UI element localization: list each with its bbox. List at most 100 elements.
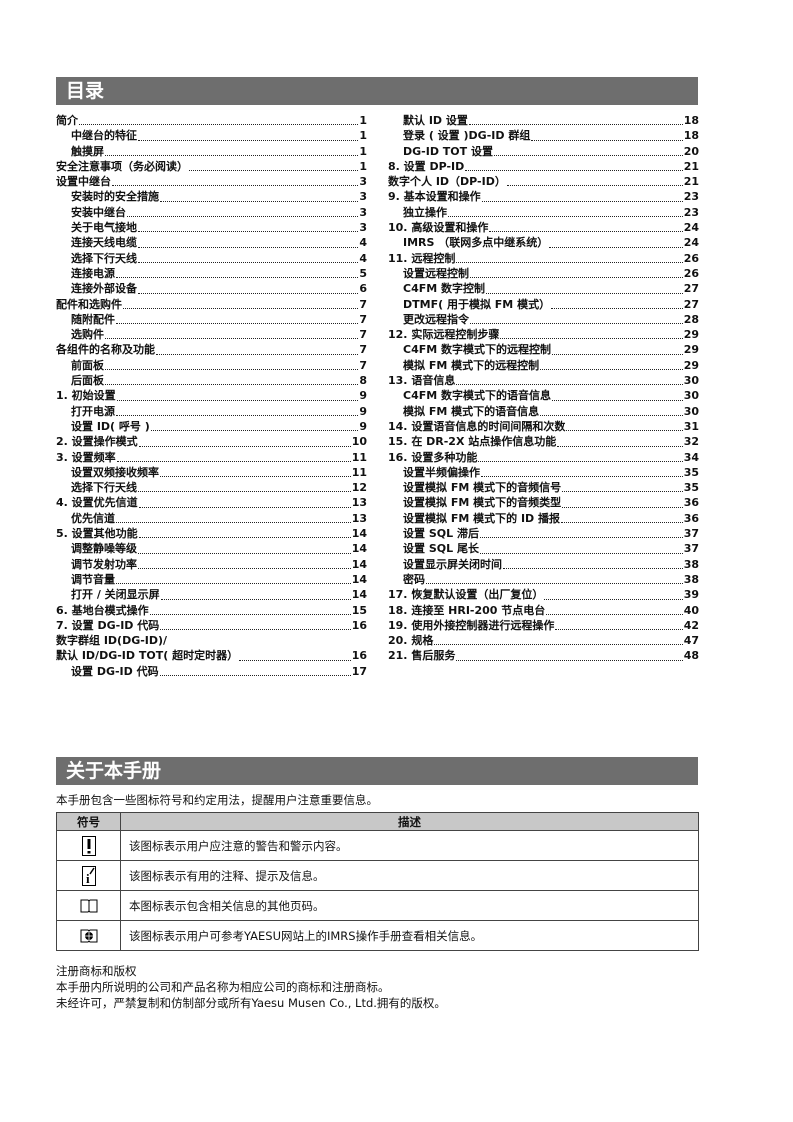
toc-entry[interactable]: 13. 语音信息 30 [388, 373, 699, 388]
toc-entry[interactable]: 调节音量 14 [56, 572, 367, 587]
toc-entry[interactable]: 数字个人 ID（DP-ID） 21 [388, 174, 699, 189]
toc-entry[interactable]: 设置双频接收频率 11 [56, 465, 367, 480]
toc-page-number: 11 [351, 465, 367, 479]
toc-entry[interactable]: 配件和选购件 7 [56, 297, 367, 312]
toc-entry[interactable]: 更改远程指令 28 [388, 312, 699, 327]
toc-entry[interactable]: 7. 设置 DG-ID 代码 16 [56, 618, 367, 633]
toc-page-number: 7 [359, 328, 367, 342]
toc-entry[interactable]: 设置半频偏操作 35 [388, 465, 699, 480]
toc-entry-title: 设置 DG-ID 代码 [71, 664, 159, 678]
toc-entry[interactable]: 设置远程控制 26 [388, 266, 699, 281]
toc-entry[interactable]: 19. 使用外接控制器进行远程操作 42 [388, 618, 699, 633]
toc-entry[interactable]: 调整静噪等级 14 [56, 541, 367, 556]
toc-entry[interactable]: 设置模拟 FM 模式下的 ID 播报 36 [388, 511, 699, 526]
toc-entry[interactable]: 独立操作 23 [388, 205, 699, 220]
toc-entry[interactable]: 连接外部设备 6 [56, 281, 367, 296]
toc-page-number: 3 [359, 175, 367, 189]
toc-entry[interactable]: 各组件的名称及功能 7 [56, 342, 367, 357]
toc-entry[interactable]: 设置模拟 FM 模式下的音频类型 36 [388, 495, 699, 510]
toc-entry[interactable]: 选购件 7 [56, 327, 367, 342]
toc-entry[interactable]: 设置 ID( 呼号 ) 9 [56, 419, 367, 434]
toc-leader-dots [116, 573, 351, 585]
toc-entry[interactable]: 3. 设置频率 11 [56, 450, 367, 465]
toc-entry[interactable]: 11. 远程控制 26 [388, 251, 699, 266]
toc-leader-dots [481, 466, 683, 478]
toc-entry[interactable]: 模拟 FM 模式下的远程控制 29 [388, 358, 699, 373]
toc-entry[interactable]: 设置模拟 FM 模式下的音频信号 35 [388, 480, 699, 495]
toc-entry[interactable]: 10. 高级设置和操作 24 [388, 220, 699, 235]
toc-leader-dots [456, 252, 683, 263]
row-description: 本图标表示包含相关信息的其他页码。 [120, 890, 699, 921]
toc-entry[interactable]: 打开电源 9 [56, 404, 367, 419]
toc-entry[interactable]: 中继台的特征 1 [56, 128, 367, 143]
toc-leader-dots [105, 328, 359, 340]
toc-page-number: 16 [351, 649, 367, 663]
toc-entry[interactable]: 设置显示屏关闭时间 38 [388, 557, 699, 572]
toc-entry[interactable]: 关于电气接地 3 [56, 220, 367, 235]
toc-entry[interactable]: 打开 / 关闭显示屏 14 [56, 587, 367, 602]
toc-entry[interactable]: 安装中继台 3 [56, 205, 367, 220]
toc-entry[interactable]: 后面板 8 [56, 373, 367, 388]
toc-entry-title: 设置模拟 FM 模式下的音频信号 [403, 481, 562, 495]
toc-page-number: 4 [359, 251, 367, 265]
toc-entry[interactable]: 登录 ( 设置 )DG-ID 群组 18 [388, 128, 699, 143]
toc-entry[interactable]: 6. 基地台模式操作 15 [56, 603, 367, 618]
toc-entry-title: 调整静噪等级 [71, 542, 137, 556]
toc-entry-title: 安装时的安全措施 [71, 190, 159, 204]
toc-entry[interactable]: C4FM 数字控制 27 [388, 281, 699, 296]
toc-entry-title: 关于电气接地 [71, 221, 137, 235]
toc-entry[interactable]: 调节发射功率 14 [56, 557, 367, 572]
toc-entry[interactable]: 16. 设置多种功能 34 [388, 450, 699, 465]
toc-entry[interactable]: 连接电源 5 [56, 266, 367, 281]
toc-entry-title: 5. 设置其他功能 [56, 527, 138, 541]
toc-entry[interactable]: 设置 DG-ID 代码 17 [56, 664, 367, 679]
toc-entry-title: 14. 设置语音信息的时间间隔和次数 [388, 419, 566, 433]
toc-entry[interactable]: 17. 恢复默认设置（出厂复位） 39 [388, 587, 699, 602]
toc-entry[interactable]: C4FM 数字模式下的远程控制 29 [388, 342, 699, 357]
toc-entry[interactable]: 20. 规格 47 [388, 633, 699, 648]
toc-entry[interactable]: 21. 售后服务 48 [388, 648, 699, 663]
toc-leader-dots [486, 283, 683, 294]
toc-entry[interactable]: 2. 设置操作模式 10 [56, 434, 367, 449]
toc-entry[interactable]: 数字群组 ID(DG-ID)/ [56, 633, 367, 648]
toc-entry[interactable]: 12. 实际远程控制步骤 29 [388, 327, 699, 342]
toc-entry[interactable]: 密码 38 [388, 572, 699, 587]
toc-entry[interactable]: 随附配件 7 [56, 312, 367, 327]
toc-leader-dots [506, 175, 683, 187]
toc-entry[interactable]: 14. 设置语音信息的时间间隔和次数 31 [388, 419, 699, 434]
toc-entry[interactable]: 4. 设置优先信道 13 [56, 495, 367, 510]
toc-page-number: 26 [683, 266, 699, 280]
toc-entry[interactable]: 安装时的安全措施 3 [56, 189, 367, 204]
toc-entry[interactable]: 选择下行天线 12 [56, 480, 367, 495]
toc-entry[interactable]: C4FM 数字模式下的语音信息 30 [388, 388, 699, 403]
toc-entry[interactable]: 前面板 7 [56, 358, 367, 373]
toc-entry[interactable]: IMRS （联网多点中继系统） 24 [388, 235, 699, 250]
toc-entry-title: 4. 设置优先信道 [56, 496, 138, 510]
toc-entry[interactable]: 安全注意事项（务必阅读） 1 [56, 159, 367, 174]
toc-entry[interactable]: 8. 设置 DP-ID 21 [388, 159, 699, 174]
toc-entry[interactable]: 连接天线电缆 4 [56, 235, 367, 250]
toc-entry[interactable]: 1. 初始设置 9 [56, 388, 367, 403]
toc-entry[interactable]: 设置中继台 3 [56, 174, 367, 189]
toc-entry[interactable]: 5. 设置其他功能 14 [56, 526, 367, 541]
toc-entry[interactable]: 设置 SQL 滞后 37 [388, 526, 699, 541]
toc-entry[interactable]: 优先信道 13 [56, 511, 367, 526]
toc-entry[interactable]: 设置 SQL 尾长 37 [388, 541, 699, 556]
toc-entry[interactable]: 选择下行天线 4 [56, 251, 367, 266]
toc-entry[interactable]: 简介 1 [56, 113, 367, 128]
toc-page-number: 3 [359, 205, 367, 219]
toc-entry-title: 设置双频接收频率 [71, 465, 159, 479]
toc-entry[interactable]: 15. 在 DR-2X 站点操作信息功能 32 [388, 434, 699, 449]
toc-page-number: 27 [683, 282, 699, 296]
toc-page-number: 48 [683, 649, 699, 663]
toc-entry[interactable]: 9. 基本设置和操作 23 [388, 189, 699, 204]
toc-entry[interactable]: 默认 ID/DG-ID TOT( 超时定时器） 16 [56, 648, 367, 663]
toc-leader-dots [112, 175, 359, 187]
toc-entry[interactable]: 模拟 FM 模式下的语音信息 30 [388, 404, 699, 419]
toc-entry[interactable]: 18. 连接至 HRI-200 节点电台 40 [388, 603, 699, 618]
toc-entry[interactable]: DTMF( 用于模拟 FM 模式） 27 [388, 297, 699, 312]
toc-entry[interactable]: DG-ID TOT 设置 20 [388, 144, 699, 159]
toc-entry[interactable]: 触摸屏 1 [56, 144, 367, 159]
toc-entry[interactable]: 默认 ID 设置 18 [388, 113, 699, 128]
toc-leader-dots [127, 206, 359, 218]
